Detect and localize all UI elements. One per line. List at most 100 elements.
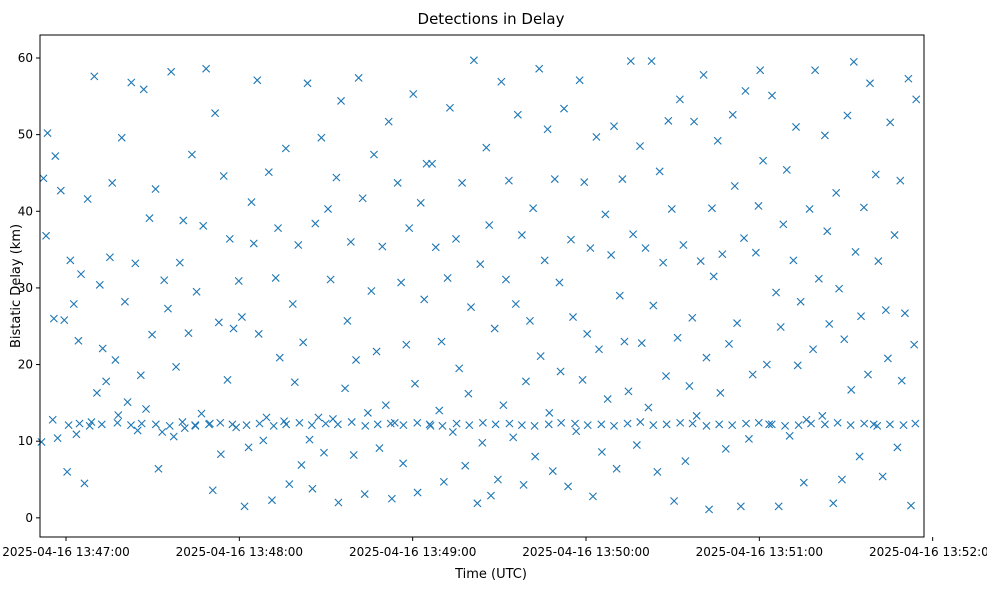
data-point xyxy=(69,300,78,308)
data-point xyxy=(158,428,167,436)
data-point xyxy=(911,419,920,428)
data-point xyxy=(586,244,595,253)
data-point xyxy=(402,340,411,349)
data-point xyxy=(843,111,852,120)
data-point xyxy=(237,313,246,322)
data-point xyxy=(535,64,544,73)
data-point xyxy=(282,420,291,429)
data-point xyxy=(223,375,232,384)
data-point xyxy=(172,362,181,371)
data-point xyxy=(499,401,508,410)
data-point xyxy=(37,437,46,446)
data-point xyxy=(636,418,645,427)
data-point xyxy=(187,150,196,159)
x-tick-label: 2025-04-16 13:52:00 xyxy=(869,545,987,559)
data-point xyxy=(612,464,621,473)
data-point xyxy=(437,337,446,346)
data-point xyxy=(410,379,419,388)
data-point xyxy=(545,408,554,417)
data-point xyxy=(445,103,454,112)
data-point xyxy=(409,90,418,99)
data-point xyxy=(267,496,276,505)
data-point xyxy=(529,204,538,213)
data-point xyxy=(485,221,494,230)
plot-frame xyxy=(39,34,925,538)
data-point xyxy=(548,467,557,476)
data-point xyxy=(762,360,771,369)
data-point xyxy=(662,420,671,429)
data-point xyxy=(435,406,444,415)
data-point xyxy=(607,250,616,259)
data-point xyxy=(113,418,122,427)
data-point xyxy=(907,501,915,510)
data-point xyxy=(560,104,569,113)
data-point xyxy=(847,385,856,394)
data-point xyxy=(610,122,619,131)
data-point xyxy=(405,224,414,233)
data-point xyxy=(145,214,154,223)
data-point xyxy=(702,421,711,430)
data-point xyxy=(781,421,790,430)
data-point xyxy=(361,421,370,430)
data-point xyxy=(910,340,919,349)
data-point xyxy=(675,95,684,104)
data-point xyxy=(863,370,872,379)
data-point xyxy=(326,275,335,284)
data-point xyxy=(469,56,478,65)
data-point xyxy=(482,143,491,152)
data-point xyxy=(688,313,697,322)
data-point xyxy=(851,247,860,256)
data-point xyxy=(823,227,832,236)
data-point xyxy=(97,420,106,429)
data-point xyxy=(299,338,308,347)
data-point xyxy=(478,418,487,427)
data-point xyxy=(208,486,217,495)
data-point xyxy=(455,364,464,373)
data-point xyxy=(77,270,86,279)
data-point xyxy=(741,86,750,95)
data-point xyxy=(679,241,688,249)
data-point xyxy=(685,382,694,391)
data-point xyxy=(347,418,356,427)
x-tick-label: 2025-04-16 13:47:00 xyxy=(2,545,129,559)
data-point xyxy=(234,277,243,286)
data-point xyxy=(632,441,641,450)
data-point xyxy=(676,418,685,427)
data-point xyxy=(811,66,820,75)
data-point xyxy=(767,420,776,429)
data-point xyxy=(225,234,234,243)
data-point xyxy=(756,66,765,75)
data-point xyxy=(75,419,84,428)
data-point xyxy=(136,371,145,380)
data-point xyxy=(776,323,785,331)
data-point xyxy=(259,436,268,445)
data-point xyxy=(247,198,256,207)
data-point xyxy=(588,492,597,501)
data-point xyxy=(855,452,864,461)
data-point xyxy=(314,413,323,422)
data-point xyxy=(504,176,513,185)
data-point xyxy=(557,418,566,427)
data-point xyxy=(653,467,662,476)
data-point xyxy=(297,460,306,469)
data-point xyxy=(120,297,129,306)
data-point xyxy=(163,304,172,313)
data-point xyxy=(885,420,894,429)
data-point xyxy=(715,420,724,429)
data-point xyxy=(707,204,716,213)
data-point xyxy=(873,421,882,430)
data-point xyxy=(837,475,846,484)
data-point xyxy=(51,152,60,161)
data-point xyxy=(92,388,101,397)
data-point xyxy=(718,250,727,259)
data-point xyxy=(154,464,163,473)
data-point xyxy=(178,418,187,427)
data-point xyxy=(814,274,823,283)
data-point xyxy=(513,110,522,119)
data-point xyxy=(64,421,73,430)
data-point xyxy=(346,237,355,246)
data-point xyxy=(705,505,714,514)
data-point xyxy=(486,491,495,500)
data-point xyxy=(493,475,502,484)
